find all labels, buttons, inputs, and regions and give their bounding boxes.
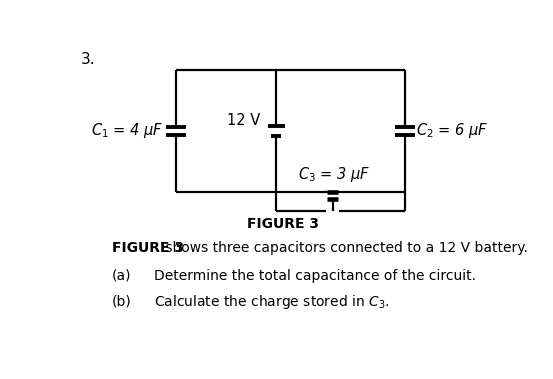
Text: $C_3$ = 3 μF: $C_3$ = 3 μF (298, 165, 371, 184)
Text: $C_2$ = 6 μF: $C_2$ = 6 μF (416, 121, 488, 141)
Text: shows three capacitors connected to a 12 V battery.: shows three capacitors connected to a 12… (160, 241, 528, 255)
Text: FIGURE 3: FIGURE 3 (112, 241, 184, 255)
Text: (b): (b) (112, 295, 132, 309)
Text: 12 V: 12 V (227, 113, 260, 128)
Text: FIGURE 3: FIGURE 3 (247, 217, 319, 231)
Text: (a): (a) (112, 269, 131, 283)
Text: Calculate the charge stored in $C_3$.: Calculate the charge stored in $C_3$. (154, 293, 390, 311)
Text: Determine the total capacitance of the circuit.: Determine the total capacitance of the c… (154, 269, 476, 283)
Text: $C_1$ = 4 μF: $C_1$ = 4 μF (91, 121, 164, 141)
Text: 3.: 3. (81, 52, 95, 67)
